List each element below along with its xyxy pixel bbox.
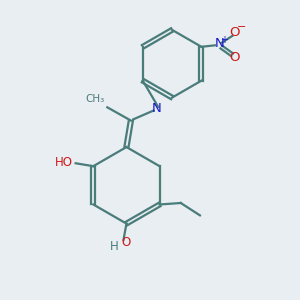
Text: N: N (215, 38, 225, 50)
Text: O: O (121, 236, 130, 249)
Text: CH₃: CH₃ (85, 94, 104, 104)
Text: N: N (152, 102, 161, 115)
Text: H: H (110, 240, 118, 253)
Text: +: + (220, 35, 228, 45)
Text: O: O (230, 52, 240, 64)
Text: HO: HO (55, 156, 73, 169)
Text: −: − (236, 22, 246, 32)
Text: O: O (230, 26, 240, 40)
